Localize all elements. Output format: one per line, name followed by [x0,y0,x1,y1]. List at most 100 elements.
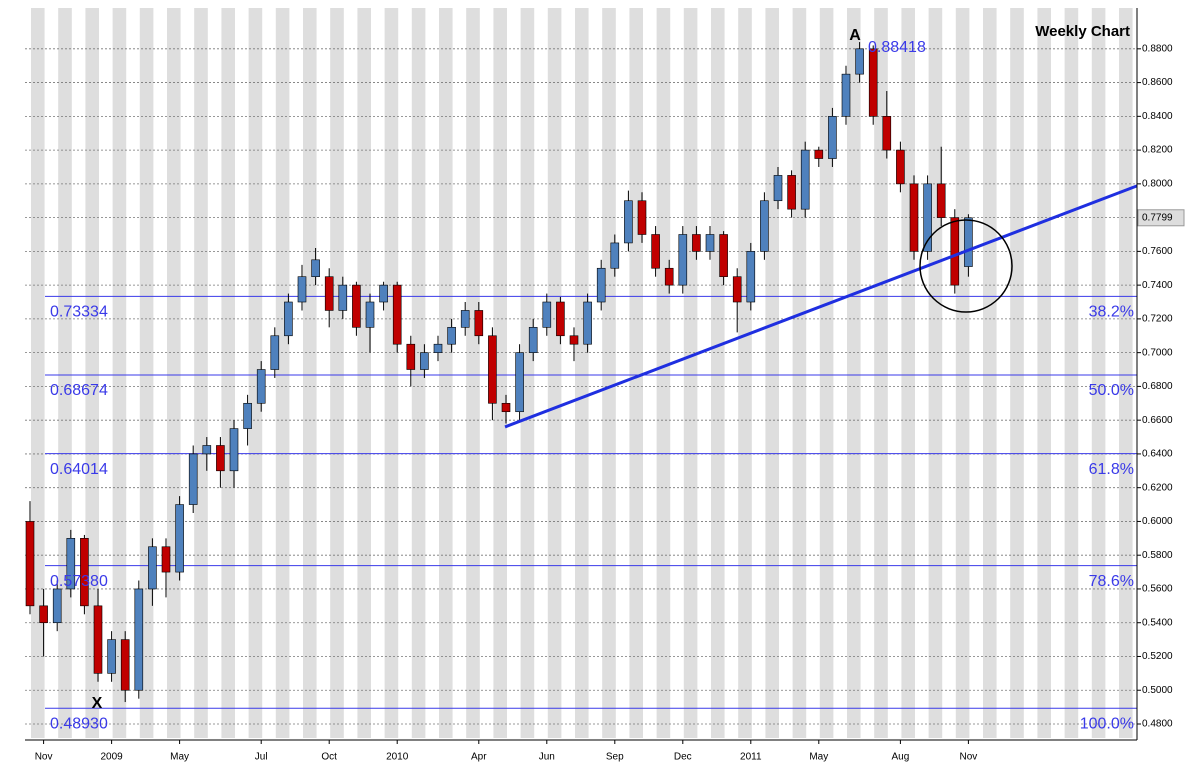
stripe [112,8,127,738]
y-tick-label: 0.5600 [1142,584,1173,595]
candle-body [148,546,157,590]
candle-body [188,453,198,505]
stripe [1064,8,1079,738]
fib-value-label: 0.68674 [50,382,108,399]
stripe [547,8,562,738]
fib-value-label: 0.64014 [50,461,108,478]
fib-percent-label: 61.8% [1089,461,1134,478]
candle-body [406,343,416,370]
candle-body [760,200,769,252]
candle-body [692,234,701,252]
candle-body [787,175,796,210]
stripe [194,8,208,738]
grid [25,48,1141,725]
candle-body [882,116,892,151]
candle-body [678,234,688,286]
chart-title: Weekly Chart [1035,23,1130,40]
candle-body [379,284,388,303]
stripe [955,8,970,738]
candle-body [256,369,266,404]
x-tick-label: Dec [674,752,692,763]
candle-body [433,343,443,353]
candle-body [583,301,592,345]
candle-body [39,605,48,624]
stripe [384,8,399,738]
candle-body [392,284,402,345]
stripe [1037,8,1051,738]
stripe [411,8,426,738]
candle-body [25,521,35,607]
trough-marker: X [92,695,103,712]
candle-body [488,335,497,404]
candle-body [773,175,783,202]
stripe [683,8,698,738]
x-tick-label: 2011 [740,752,762,763]
candle-body [746,251,756,303]
candles [25,42,973,703]
x-tick-label: Apr [471,752,487,763]
fib-percent-label: 38.2% [1089,304,1134,321]
candle-body [637,200,647,235]
candle-body [216,445,225,472]
stripe [1010,8,1024,738]
stripe [493,8,507,738]
candle-body [909,183,919,252]
candle-body [950,217,960,286]
y-tick-label: 0.5800 [1142,550,1173,561]
candle-body [420,352,429,370]
y-tick-label: 0.5000 [1142,685,1173,696]
stripe [602,8,616,738]
x-tick-label: May [170,752,189,763]
peak-value-label: 0.88418 [868,39,926,56]
stripe [439,8,453,738]
y-tick-label: 0.6200 [1142,482,1173,493]
x-tick-label: Nov [35,752,53,763]
y-tick-label: 0.6800 [1142,381,1173,392]
stripes [31,8,1133,738]
stripe [167,8,181,738]
candle-body [175,504,184,573]
y-tick-label: 0.8000 [1142,178,1173,189]
candle-body [161,546,171,573]
x-tick-label: Aug [892,752,910,763]
fib-percent-label: 50.0% [1089,382,1134,399]
stripe [357,8,371,738]
candle-body [243,402,252,429]
trendline [504,184,1138,429]
x-tick-label: 2010 [386,752,409,763]
candle-body [501,402,511,413]
candle-body [814,149,824,159]
fib-percent-label: 100.0% [1080,716,1134,733]
y-tick-label: 0.4800 [1142,719,1173,730]
stripe [1091,8,1106,738]
fib-value-label: 0.73334 [50,304,108,321]
stripe [629,8,643,738]
fib-levels [45,295,1137,709]
stripe [575,8,589,738]
x-tick-label: Sep [606,752,624,763]
candle-body [284,301,293,337]
fib-value-label: 0.57380 [50,573,108,590]
candle-body [515,352,524,413]
candle-body [474,310,484,337]
candle-body [52,588,62,624]
candle-body [828,116,837,159]
y-tick-label: 0.6600 [1142,415,1173,426]
candle-body [841,73,851,117]
stripe [792,8,807,738]
stripe [330,8,344,738]
candle-body [868,48,878,117]
candle-body [297,276,307,303]
fib-value-label: 0.48930 [50,716,108,733]
x-tick-label: Jul [255,752,268,763]
candle-body [120,639,130,691]
stripe [466,8,480,738]
stripe [221,8,235,738]
candle-body [923,183,932,252]
stripe [847,8,861,738]
candle-body [610,242,620,269]
y-tick-label: 0.7200 [1142,314,1173,325]
y-tick-label: 0.7000 [1142,347,1173,358]
y-tick-label: 0.6400 [1142,449,1173,460]
